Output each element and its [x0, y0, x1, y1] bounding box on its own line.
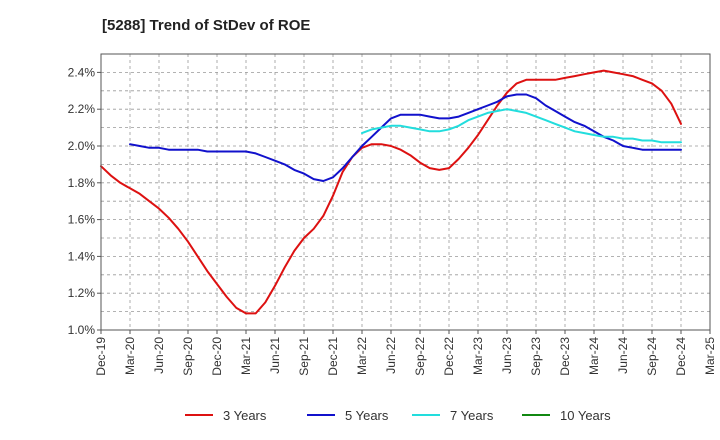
legend-label: 10 Years: [560, 408, 611, 423]
x-tick-label: Mar-21: [239, 337, 253, 375]
series-line-5-years: [129, 93, 682, 182]
x-tick-label: Sep-21: [297, 337, 311, 376]
y-tick-label: 2.0%: [68, 139, 96, 153]
chart-title: [5288] Trend of StDev of ROE: [102, 17, 310, 34]
x-tick-label: Sep-23: [529, 337, 543, 376]
y-tick-label: 1.0%: [68, 323, 96, 337]
y-tick-label: 2.2%: [68, 102, 96, 116]
x-tick-label: Sep-20: [181, 337, 195, 376]
x-tick-label: Jun-24: [616, 337, 630, 374]
x-tick-label: Sep-24: [645, 337, 659, 376]
x-tick-label: Mar-23: [471, 337, 485, 375]
plot-area: [101, 54, 710, 330]
x-tick-label: Dec-21: [326, 337, 340, 376]
x-tick-label: Mar-22: [355, 337, 369, 375]
x-tick-label: Mar-24: [587, 337, 601, 375]
legend-label: 5 Years: [345, 408, 389, 423]
legend: 3 Years 5 Years 7 Years 10 Years: [185, 408, 611, 423]
x-tick-label: Jun-23: [500, 337, 514, 374]
x-tick-label: Dec-24: [674, 337, 688, 376]
y-tick-label: 1.6%: [68, 213, 96, 227]
x-axis-ticks: Dec-19 Mar-20 Jun-20 Sep-20 Dec-20 Mar-21 Jun-…: [94, 330, 717, 376]
y-tick-label: 2.4%: [68, 65, 96, 79]
x-tick-label: Jun-22: [384, 337, 398, 374]
legend-label: 3 Years: [223, 408, 267, 423]
legend-label: 7 Years: [450, 408, 494, 423]
plot-frame: [100, 53, 711, 331]
y-tick-label: 1.8%: [68, 176, 96, 190]
x-tick-label: Mar-20: [123, 337, 137, 375]
x-tick-label: Jun-21: [268, 337, 282, 374]
series-layer: [100, 69, 682, 315]
series-line-3-years: [100, 69, 682, 315]
x-tick-label: Jun-20: [152, 337, 166, 374]
x-tick-label: Dec-23: [558, 337, 572, 376]
y-axis-ticks: 1.0% 1.2% 1.4% 1.6% 1.8% 2.0% 2.2% 2.4%: [68, 65, 101, 337]
x-tick-label: Sep-22: [413, 337, 427, 376]
x-tick-label: Dec-22: [442, 337, 456, 376]
x-tick-label: Dec-19: [94, 337, 108, 376]
x-tick-label: Mar-25: [703, 337, 717, 375]
y-tick-label: 1.2%: [68, 286, 96, 300]
x-tick-label: Dec-20: [210, 337, 224, 376]
y-tick-label: 1.4%: [68, 249, 96, 263]
series-line-7-years: [361, 108, 682, 144]
